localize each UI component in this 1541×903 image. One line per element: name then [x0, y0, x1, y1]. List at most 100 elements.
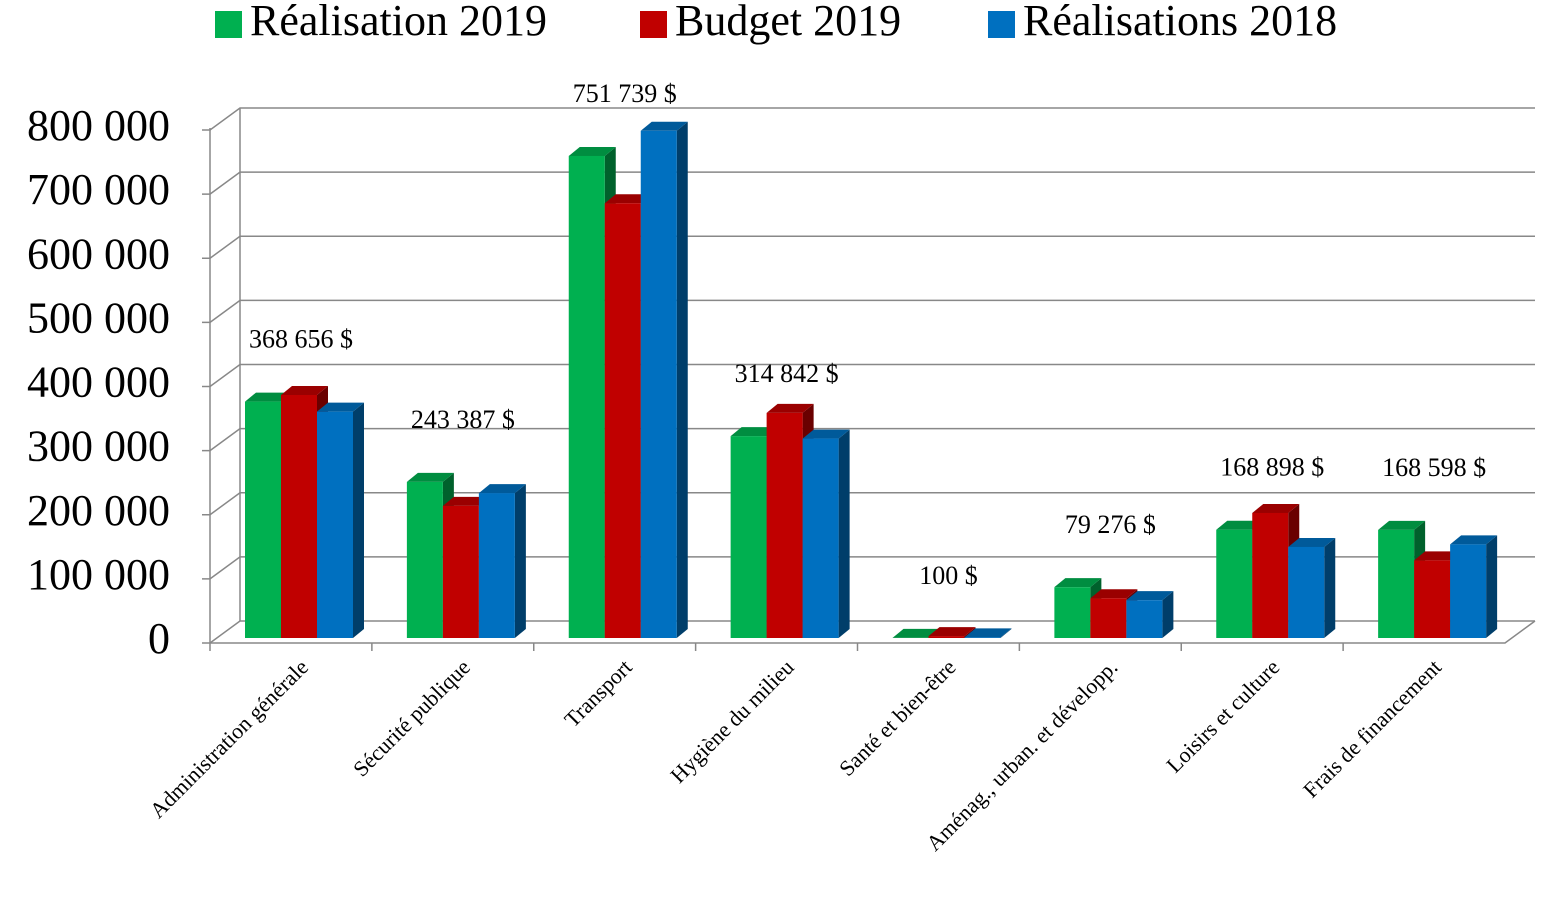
grid-line: [209, 235, 1535, 259]
bar-top: [892, 628, 940, 638]
bar: [317, 402, 364, 638]
bar-front: [1288, 546, 1325, 638]
bar: [1288, 537, 1336, 638]
grid-line: [209, 556, 1535, 580]
bar-front: [317, 411, 353, 638]
data-label: 314 842 $: [735, 359, 839, 388]
bar-front: [964, 637, 1001, 638]
bar-top: [604, 194, 652, 204]
y-tick-label: 0: [148, 614, 170, 663]
y-tick-label: 700 000: [27, 165, 170, 214]
x-tick-label: Transport: [559, 654, 637, 732]
x-tick-label: Santé et bien-être: [834, 654, 961, 781]
data-label: 100 $: [919, 561, 978, 590]
grid-line: [209, 107, 1535, 131]
data-label: 79 276 $: [1065, 510, 1156, 539]
bar-front: [730, 436, 767, 638]
data-label: 368 656 $: [249, 325, 353, 354]
legend-swatch: [640, 11, 667, 38]
legend-swatch: [215, 11, 242, 38]
data-label: 168 898 $: [1220, 453, 1324, 482]
bar-top: [1252, 503, 1300, 513]
bar-front: [478, 493, 515, 638]
bar-front: [1450, 544, 1487, 638]
bar-top: [1378, 520, 1426, 530]
bar-top: [1450, 535, 1498, 545]
bar-top: [317, 402, 364, 412]
x-tick-label: Hygiène du milieu: [665, 654, 798, 787]
bar-top: [802, 429, 850, 439]
bar-top: [478, 484, 526, 494]
x-tick-label: Aménag., urban. et développ.: [921, 654, 1122, 855]
bar-side: [838, 429, 850, 638]
bar: [1450, 535, 1498, 638]
bar-front: [245, 401, 281, 638]
bar-top: [281, 385, 328, 395]
bar-side: [676, 121, 688, 639]
bar-side: [1000, 628, 1012, 638]
floor-edge: [210, 620, 1536, 644]
data-label: 168 598 $: [1382, 453, 1486, 482]
bar-top: [1090, 589, 1138, 599]
bar-front: [442, 505, 479, 638]
x-tick-label: Frais de financement: [1298, 654, 1446, 802]
bar-front: [1054, 587, 1091, 638]
bar-side: [1162, 591, 1174, 638]
bar-top: [1288, 537, 1336, 547]
bar: [1126, 591, 1174, 638]
bar-top: [1414, 551, 1462, 561]
bar-side: [1486, 535, 1498, 638]
data-label: 751 739 $: [573, 79, 677, 108]
grid-line: [209, 299, 1535, 323]
grid-line: [209, 492, 1535, 516]
bar-top: [1054, 578, 1102, 588]
grid-line: [209, 427, 1535, 452]
y-tick-label: 800 000: [27, 101, 170, 150]
bar-front: [928, 636, 965, 638]
x-tick-label: Sécurité publique: [348, 654, 475, 781]
bar-front: [1216, 529, 1253, 638]
x-tick-label: Administration générale: [145, 654, 313, 822]
bar-top: [245, 392, 292, 402]
bar: [802, 429, 850, 638]
bar-front: [1126, 600, 1163, 638]
bar-top: [928, 627, 976, 637]
y-tick-label: 100 000: [27, 550, 170, 599]
bar-top: [1126, 591, 1174, 601]
y-tick-label: 400 000: [27, 358, 170, 407]
bar-top: [766, 403, 814, 413]
bar-front: [1090, 598, 1127, 638]
grid-line: [209, 363, 1535, 388]
bar-top: [442, 496, 490, 506]
bar-front: [406, 481, 443, 638]
bar-top: [568, 146, 616, 156]
bar: [964, 628, 1012, 638]
bar-front: [281, 394, 317, 638]
y-tick-label: 300 000: [27, 422, 170, 471]
legend-swatch: [988, 11, 1015, 38]
bar-front: [1252, 512, 1289, 638]
y-tick-label: 200 000: [27, 486, 170, 535]
legend-label: Réalisations 2018: [1023, 0, 1337, 45]
bar-top: [640, 121, 688, 131]
bar-side: [514, 484, 526, 638]
bar-front: [766, 412, 803, 638]
bar-top: [964, 628, 1012, 638]
bar-front: [604, 203, 641, 639]
bar-front: [802, 438, 839, 638]
bar: [478, 484, 526, 638]
bar: [640, 121, 688, 639]
y-tick-label: 500 000: [27, 293, 170, 342]
y-tick-label: 600 000: [27, 229, 170, 278]
grid-line: [209, 171, 1535, 195]
bar-top: [730, 427, 778, 437]
bar-front: [640, 130, 677, 639]
x-tick-label: Loisirs et culture: [1161, 654, 1284, 777]
bar-front: [1378, 529, 1415, 638]
bar-top: [406, 472, 454, 482]
bar-front: [1414, 560, 1451, 638]
bar-top: [1216, 520, 1264, 530]
bar-side: [1324, 537, 1336, 638]
bar-side: [353, 402, 364, 638]
